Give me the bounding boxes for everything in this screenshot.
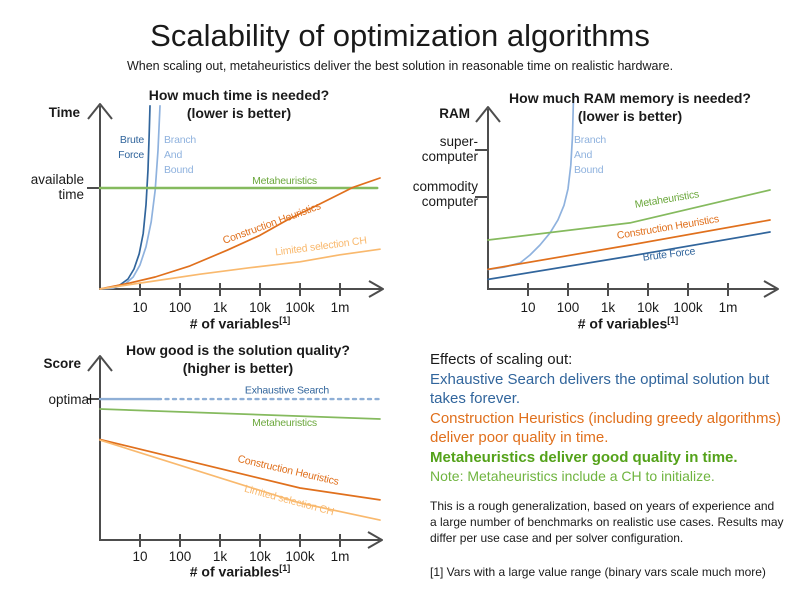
- footnote-marker: [1]: [279, 315, 291, 325]
- effects-panel: Effects of scaling out: Exhaustive Searc…: [430, 350, 784, 580]
- x-axis-arrow-icon: [367, 531, 383, 549]
- series-label-metaheuristics: Metaheuristics: [252, 417, 317, 429]
- statement-construction-heuristics: Construction Heuristics (including greed…: [430, 409, 781, 447]
- chart-subtitle-time: (lower is better): [186, 105, 292, 121]
- effects-statements: Exhaustive Search delivers the optimal s…: [430, 370, 784, 487]
- footnote-marker: [1]: [279, 563, 291, 573]
- statement-note: Note: Metaheuristics include a CH to ini…: [430, 468, 715, 484]
- y-axis-name-ram: RAM: [439, 106, 470, 121]
- y-axis-annotation-available-time: available time: [30, 172, 84, 202]
- y-axis-name-score: Score: [43, 356, 81, 371]
- x-tick-label-1m: 1m: [330, 300, 350, 315]
- footnote-text: [1] Vars with a large value range (binar…: [430, 564, 766, 579]
- x-tick-label-1m: 1m: [330, 549, 350, 564]
- footnote-marker: [1]: [667, 315, 679, 325]
- x-tick-label-100k: 100k: [285, 300, 315, 315]
- series-label-branch-and-bound: Branch And Bound: [164, 134, 197, 176]
- series-limited-selection-ch: [99, 248, 381, 290]
- chart-quality: [87, 355, 384, 549]
- page-title: Scalability of optimization algorithms: [150, 18, 650, 53]
- chart-time: [87, 103, 384, 298]
- x-tick-label-10: 10: [520, 300, 536, 315]
- series-label-exhaustive-search: Exhaustive Search: [244, 384, 330, 397]
- series-brute-force: [487, 231, 771, 281]
- y-axis-arrow-icon: [475, 106, 501, 123]
- x-axis-name-quality: # of variables[1]: [189, 563, 291, 580]
- x-tick-label-10: 10: [132, 549, 148, 564]
- statement-metaheuristics: Metaheuristics deliver good quality in t…: [430, 448, 738, 466]
- x-tick-label-100: 100: [556, 300, 580, 315]
- chart-ram: [475, 93, 779, 298]
- series-limited-selection-ch: [99, 439, 381, 521]
- chart-subtitle-quality: (higher is better): [182, 360, 294, 376]
- page-subtitle: When scaling out, metaheuristics deliver…: [126, 59, 674, 73]
- x-tick-label-100k: 100k: [673, 300, 703, 315]
- chart-title-ram: How much RAM memory is needed?: [509, 90, 751, 106]
- x-tick-label-1k: 1k: [600, 300, 616, 315]
- disclaimer-text: This is a rough generalization, based on…: [430, 498, 784, 545]
- series-label-branch-and-bound: Branch And Bound: [574, 134, 607, 176]
- x-axis-arrow-icon: [763, 280, 779, 298]
- series-branch-and-bound: [487, 93, 575, 271]
- series-construction-heuristics: [99, 177, 381, 290]
- y-axis-arrow-icon: [87, 103, 113, 120]
- chart-title-time: How much time is needed?: [148, 87, 330, 103]
- statement-exhaustive-search: Exhaustive Search delivers the optimal s…: [430, 370, 770, 408]
- series-metaheuristics: [487, 189, 771, 241]
- x-tick-label-10k: 10k: [249, 549, 271, 564]
- series-metaheuristics: [99, 408, 381, 420]
- x-tick-label-10: 10: [132, 300, 148, 315]
- y-axis-arrow-icon: [87, 355, 113, 372]
- x-tick-label-100: 100: [168, 300, 192, 315]
- y-axis-annotation-commodity-computer: commodity computer: [412, 179, 478, 209]
- y-axis-name-time: Time: [48, 105, 80, 120]
- effects-heading: Effects of scaling out:: [430, 351, 573, 368]
- chart-subtitle-ram: (lower is better): [577, 108, 683, 124]
- x-tick-label-1m: 1m: [718, 300, 738, 315]
- x-tick-label-1k: 1k: [212, 300, 228, 315]
- y-axis-annotation-optimal: optimal: [48, 392, 92, 407]
- x-tick-label-100k: 100k: [285, 549, 315, 564]
- chart-title-quality: How good is the solution quality?: [126, 342, 350, 358]
- y-axis-annotation-super-computer: super-computer: [421, 134, 478, 164]
- x-axis-name-time: # of variables[1]: [189, 315, 291, 332]
- x-tick-label-10k: 10k: [249, 300, 271, 315]
- x-axis-name-ram: # of variables[1]: [577, 315, 679, 332]
- series-construction-heuristics: [99, 438, 381, 501]
- series-construction-heuristics: [487, 219, 771, 271]
- series-label-metaheuristics: Metaheuristics: [252, 175, 317, 187]
- x-tick-label-10k: 10k: [637, 300, 659, 315]
- x-tick-label-100: 100: [168, 549, 192, 564]
- series-label-brute-force: Brute Force: [118, 134, 144, 161]
- x-axis-arrow-icon: [368, 280, 384, 298]
- x-tick-label-1k: 1k: [212, 549, 228, 564]
